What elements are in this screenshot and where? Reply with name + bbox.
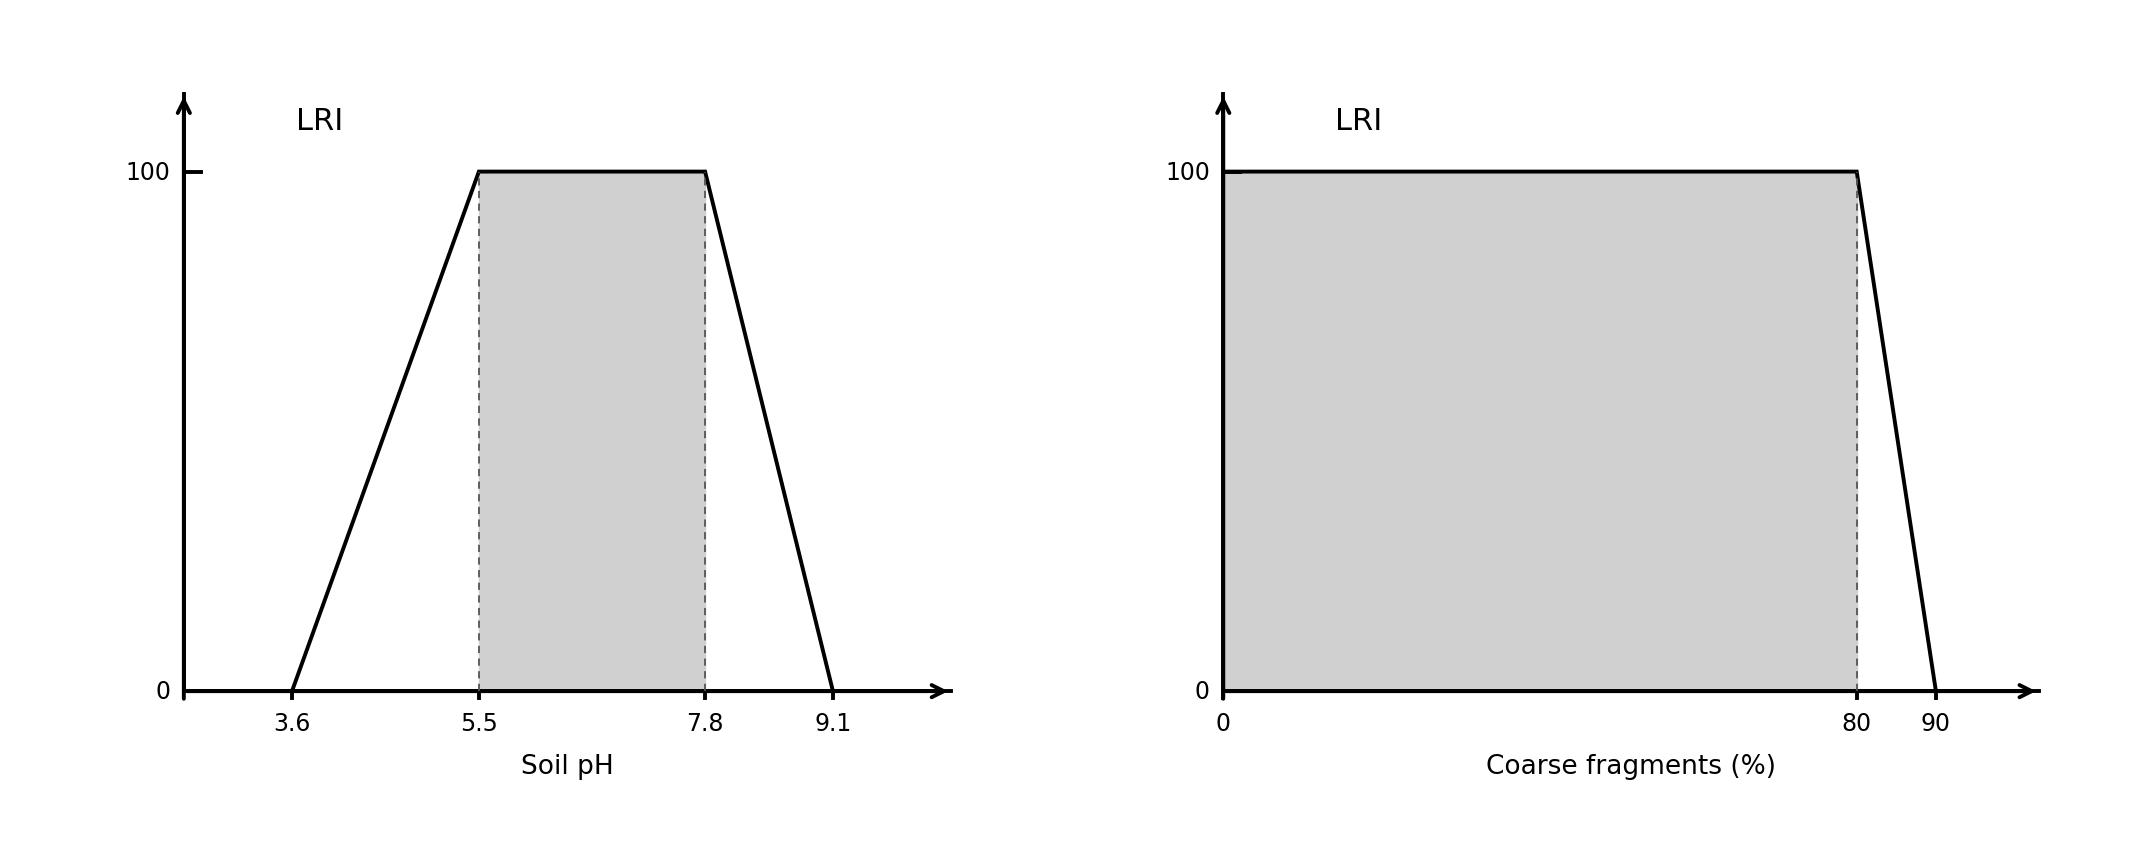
Polygon shape <box>479 172 705 691</box>
Text: LRI: LRI <box>295 107 344 136</box>
Text: 80: 80 <box>1842 711 1872 735</box>
Text: 9.1: 9.1 <box>814 711 851 735</box>
Text: 100: 100 <box>126 160 171 184</box>
Text: 0: 0 <box>1216 711 1231 735</box>
Text: 90: 90 <box>1921 711 1951 735</box>
Text: 5.5: 5.5 <box>459 711 498 735</box>
Text: 7.8: 7.8 <box>686 711 724 735</box>
Text: 3.6: 3.6 <box>274 711 310 735</box>
Text: Coarse fragments (%): Coarse fragments (%) <box>1485 753 1776 780</box>
Polygon shape <box>1222 172 1857 691</box>
Text: Soil pH: Soil pH <box>521 753 613 780</box>
Text: 0: 0 <box>1195 679 1210 704</box>
Text: LRI: LRI <box>1336 107 1383 136</box>
Text: 100: 100 <box>1165 160 1210 184</box>
Text: 0: 0 <box>156 679 171 704</box>
